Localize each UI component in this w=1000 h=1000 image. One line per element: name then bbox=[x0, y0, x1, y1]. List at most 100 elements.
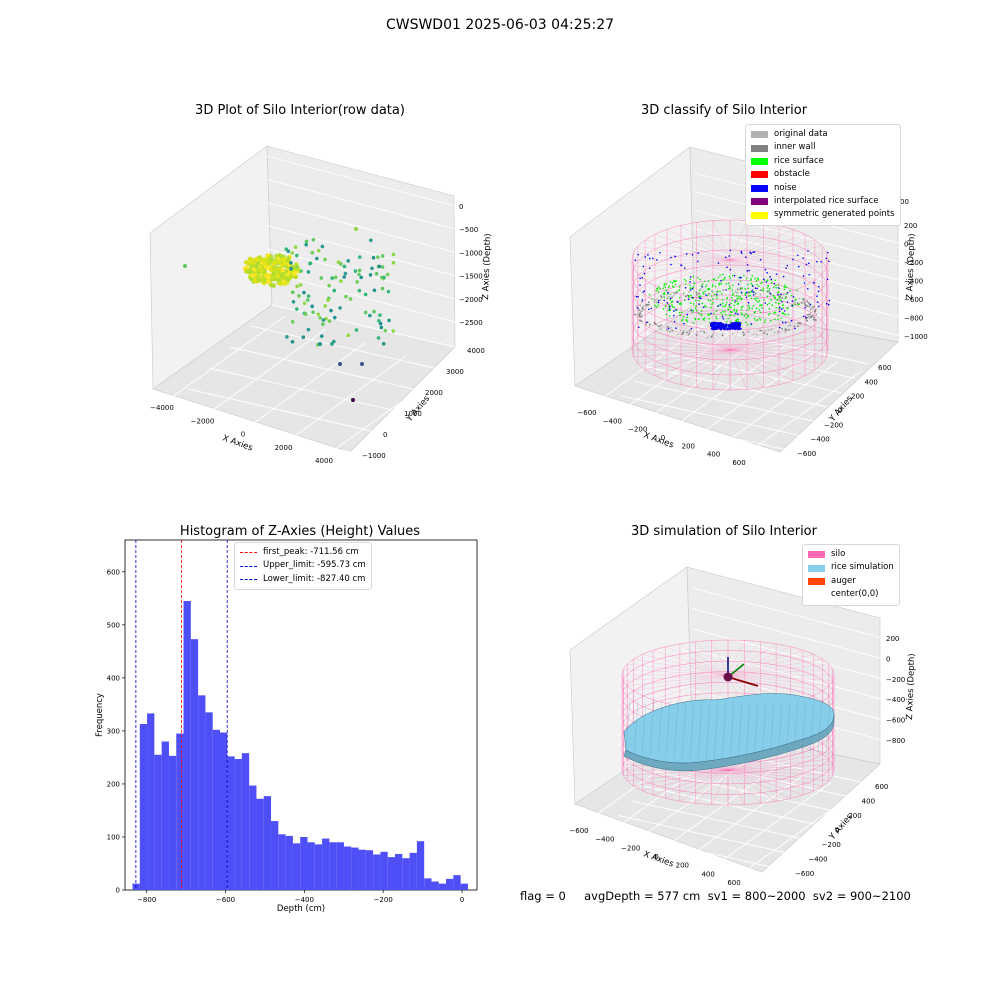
wall-point bbox=[721, 334, 724, 337]
rice-surface-point bbox=[768, 302, 771, 304]
rice-surface-point bbox=[763, 299, 765, 301]
rice-surface-point bbox=[750, 279, 752, 281]
rice-surface-point bbox=[794, 303, 797, 306]
rice-surface-point bbox=[753, 298, 756, 300]
histogram-bar bbox=[416, 841, 425, 890]
panel1-point bbox=[267, 260, 272, 266]
wall-point bbox=[660, 324, 662, 327]
rice-surface-point bbox=[704, 304, 706, 307]
panel1-point bbox=[281, 257, 287, 262]
panel1-y-tick: 4000 bbox=[467, 347, 485, 355]
histogram-bar bbox=[234, 759, 242, 890]
panel2-3d-classify: −600−400−2000200400600−600−400−200020040… bbox=[569, 146, 928, 467]
rice-surface-point bbox=[795, 298, 797, 301]
wall-point bbox=[812, 318, 815, 321]
panel1-point bbox=[370, 266, 374, 271]
rice-surface-point bbox=[743, 314, 746, 317]
rice-surface-point bbox=[755, 319, 757, 322]
rice-surface-point bbox=[735, 295, 738, 297]
rice-surface-point bbox=[751, 307, 754, 310]
rice-surface-point bbox=[789, 289, 791, 292]
panel1-point bbox=[342, 275, 347, 279]
rice-surface-point bbox=[674, 280, 677, 283]
rice-surface-point bbox=[695, 305, 697, 308]
panel4-x-tick: −600 bbox=[569, 827, 588, 835]
wall-point bbox=[751, 288, 754, 291]
rice-surface-point bbox=[698, 312, 700, 315]
panel1-point bbox=[391, 329, 396, 333]
rice-mesh-line bbox=[649, 699, 655, 755]
rice-surface-point bbox=[733, 310, 735, 312]
panel1-point bbox=[311, 237, 316, 242]
panel1-point bbox=[391, 252, 396, 257]
wall-point bbox=[638, 309, 641, 312]
noise-point bbox=[777, 294, 779, 296]
noise-point bbox=[769, 276, 771, 278]
panel1-point bbox=[391, 260, 396, 265]
noise-point bbox=[669, 305, 671, 307]
histogram-y-tick: 500 bbox=[107, 621, 120, 629]
silo-line bbox=[642, 674, 729, 696]
silo-line bbox=[729, 234, 806, 261]
rice-surface-point bbox=[724, 276, 726, 279]
panel1-x-tick: 2000 bbox=[275, 444, 293, 452]
rice-surface-point bbox=[699, 278, 701, 281]
rice-surface-point bbox=[766, 295, 769, 298]
rice-surface-point bbox=[757, 301, 759, 303]
histogram-bar bbox=[307, 842, 315, 890]
panel2-legend: original data inner wall rice surface obsta… bbox=[745, 124, 901, 226]
panel1-point bbox=[332, 288, 337, 293]
noise-point bbox=[641, 277, 644, 279]
noise-point bbox=[712, 325, 716, 329]
panel1-point bbox=[326, 298, 330, 302]
rice-surface-point bbox=[713, 293, 716, 296]
noise-point bbox=[637, 253, 639, 256]
panel2-z-tick: −400 bbox=[904, 278, 923, 286]
rice-surface-point bbox=[662, 293, 665, 295]
panel1-point bbox=[272, 260, 277, 265]
noise-point bbox=[675, 327, 677, 330]
histogram-bar bbox=[446, 878, 454, 890]
panel1-point bbox=[346, 259, 350, 263]
wall-point bbox=[708, 292, 710, 295]
silo-line bbox=[729, 259, 748, 300]
silo-line bbox=[729, 259, 823, 274]
silo-line bbox=[729, 324, 806, 351]
histogram-y-tick: 600 bbox=[107, 568, 120, 576]
histogram-bar bbox=[139, 724, 148, 890]
wall-point bbox=[752, 333, 755, 336]
noise-point bbox=[635, 295, 638, 298]
histogram-bar bbox=[176, 733, 184, 890]
rice-surface-point bbox=[708, 288, 711, 290]
noise-point bbox=[680, 264, 683, 267]
rice-surface-point bbox=[771, 304, 774, 307]
rice-surface-point bbox=[737, 295, 740, 298]
panel1-point bbox=[378, 313, 382, 317]
wall-point bbox=[763, 332, 765, 335]
panel1-point bbox=[346, 333, 351, 338]
rice-surface-point bbox=[715, 317, 718, 320]
panel1-point bbox=[327, 319, 332, 323]
wall-point bbox=[647, 304, 649, 306]
panel1-point bbox=[319, 276, 324, 280]
rice-surface-point bbox=[662, 287, 665, 289]
rice-surface-point bbox=[731, 299, 734, 302]
histogram-bar bbox=[292, 843, 301, 890]
noise-point bbox=[639, 284, 641, 286]
rice-surface-point bbox=[747, 315, 750, 318]
wall-point bbox=[809, 308, 812, 311]
histogram-x-tick: 0 bbox=[460, 896, 464, 904]
rice-surface-point bbox=[733, 308, 736, 311]
noise-point bbox=[734, 300, 737, 302]
rice-surface-point bbox=[784, 297, 787, 300]
noise-point bbox=[718, 321, 722, 325]
histogram-y-tick: 300 bbox=[107, 727, 120, 735]
wall-point bbox=[695, 334, 698, 336]
rice-surface-point bbox=[691, 311, 694, 313]
histogram-bar bbox=[249, 785, 257, 890]
rice-surface-point bbox=[701, 302, 704, 305]
panel1-point bbox=[306, 294, 311, 298]
noise-point bbox=[726, 266, 728, 269]
histogram-bar bbox=[168, 755, 177, 890]
noise-point bbox=[657, 301, 660, 304]
